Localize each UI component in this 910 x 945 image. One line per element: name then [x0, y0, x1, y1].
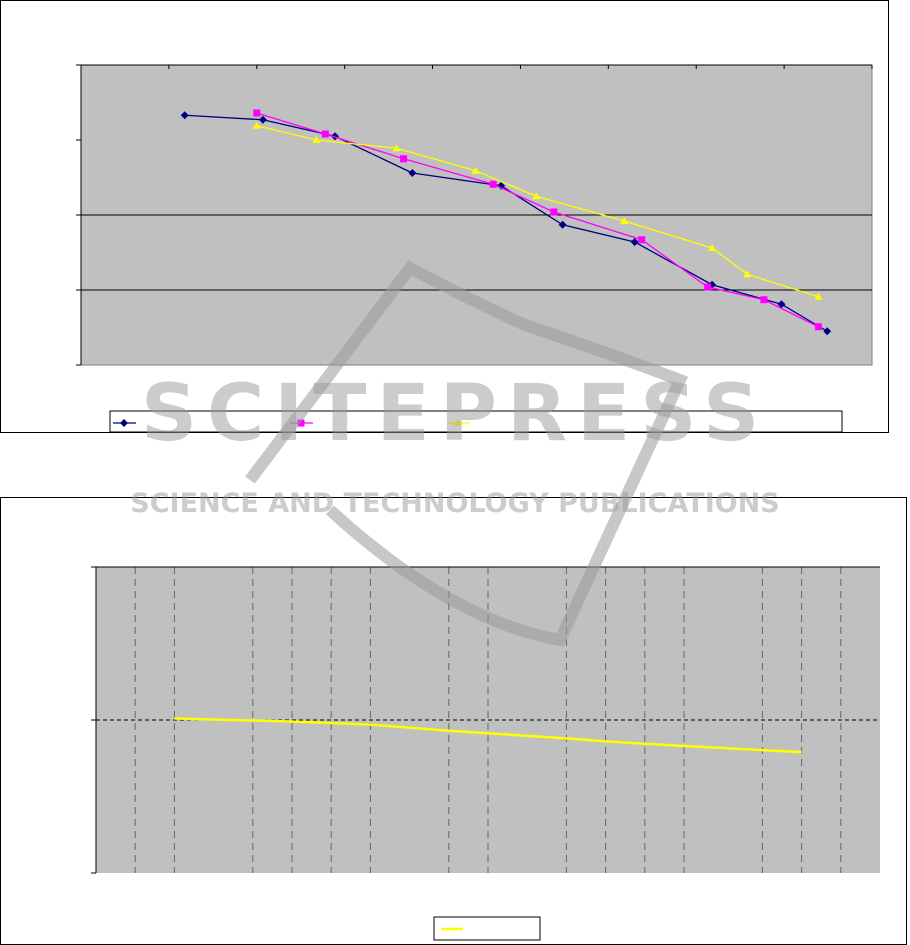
chart-2-legend [433, 916, 541, 941]
chart-1-series-1-point [814, 323, 822, 331]
chart-1-series-2-point [252, 121, 261, 129]
chart-1-series-0-point [630, 238, 639, 246]
chart-1-series-2-point [471, 166, 480, 174]
chart-1-series-0-point [497, 181, 506, 190]
chart-1-legend-marker [120, 419, 128, 427]
chart-1-series-0-line [184, 114, 828, 332]
chart-1-series-0-point [408, 169, 417, 177]
chart-1-series-1-point [400, 155, 408, 163]
chart-1-series-2-point [392, 144, 401, 152]
chart-1-series-2-point [743, 270, 752, 278]
chart-1-series-1-point [489, 180, 497, 188]
chart-1-series-1-point [704, 283, 712, 291]
chart-1-series-2-point [532, 192, 541, 200]
chart-1-series-1-point [253, 109, 261, 117]
chart-1-series-0-point [823, 327, 832, 336]
chart-1-series-1-point [760, 296, 768, 304]
chart-1-legend [109, 410, 843, 433]
chart-1-series-1-point [550, 208, 558, 216]
chart-1-series-0-point [558, 220, 567, 229]
chart-1-series-1-point [638, 236, 646, 244]
chart-1-series-2-point [312, 136, 321, 143]
chart-2-series-0-line [174, 717, 802, 754]
chart-1-series-2-point [708, 244, 717, 251]
chart-1-series-2-point [814, 292, 823, 300]
chart-1-series-2-point [620, 217, 629, 224]
chart-1-series-0-point [258, 115, 267, 124]
chart-1-series-1-point [321, 130, 329, 138]
chart-1-series-0-point [180, 111, 189, 120]
chart-1-series-0-point [777, 300, 786, 309]
chart-1-legend-marker [297, 419, 305, 427]
